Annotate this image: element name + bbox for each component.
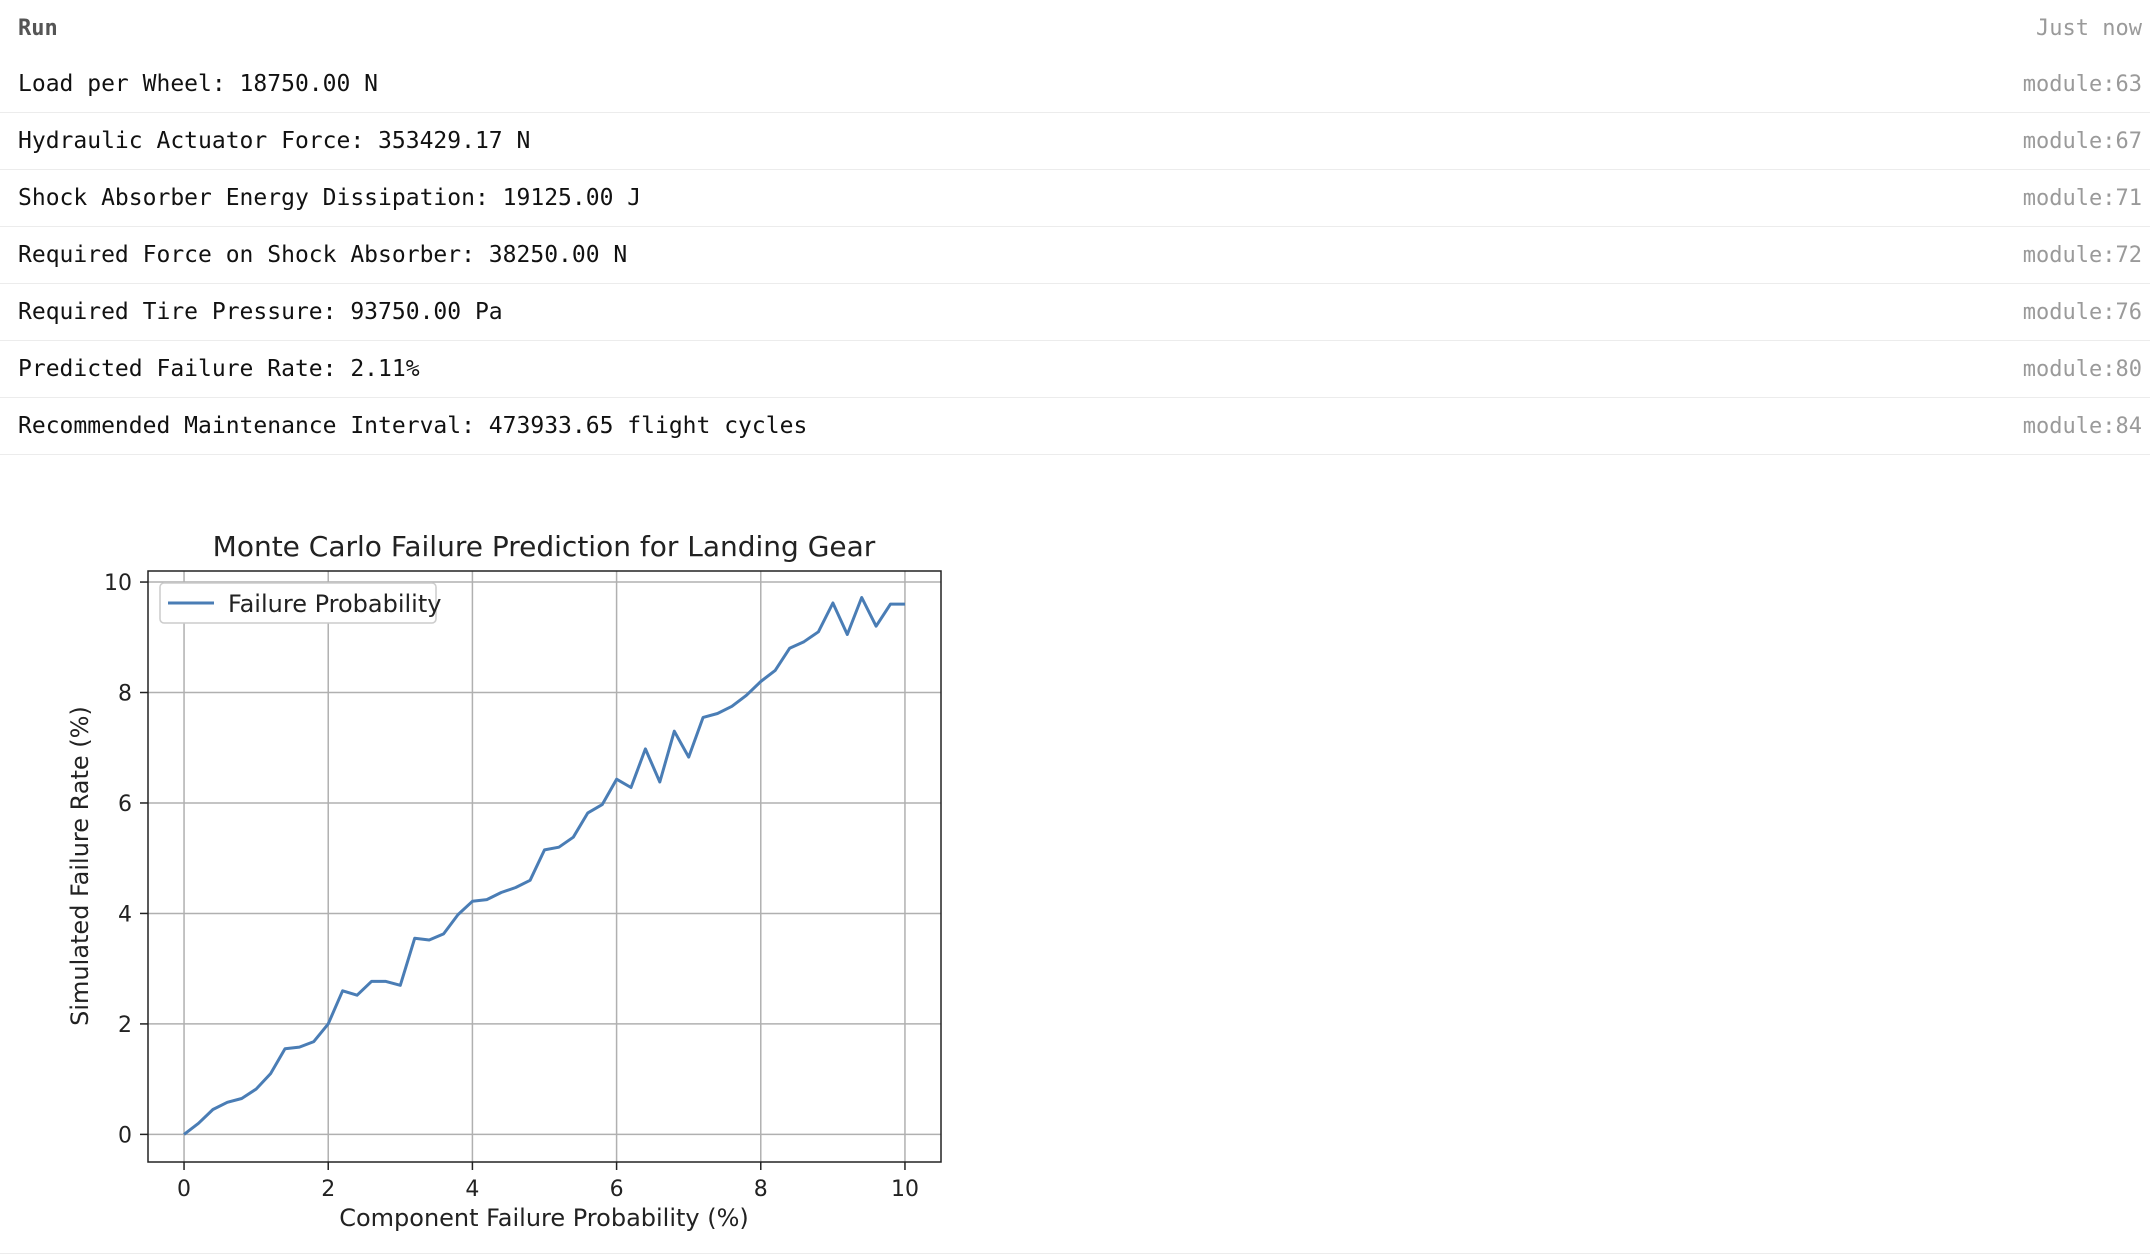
log-message: Required Tire Pressure: 93750.00 Pa [18,299,503,325]
log-source-link[interactable]: module:80 [2022,356,2142,382]
run-title: Run [18,15,58,41]
log-source-link[interactable]: module:76 [2022,299,2142,325]
log-line: Required Tire Pressure: 93750.00 Pa modu… [0,284,2150,341]
output-log: Load per Wheel: 18750.00 N module:63 Hyd… [0,56,2150,455]
run-timestamp: Just now [2036,15,2142,41]
bottom-divider [0,1253,2150,1254]
y-tick-label: 6 [118,792,132,817]
legend-box [159,582,437,624]
y-tick-label: 8 [118,682,132,707]
log-line: Shock Absorber Energy Dissipation: 19125… [0,170,2150,227]
log-source-link[interactable]: module:84 [2022,413,2142,439]
plot-frame [148,571,941,1162]
y-tick-label: 4 [118,902,132,927]
log-source-link[interactable]: module:72 [2022,242,2142,268]
y-tick-label: 2 [118,1013,132,1038]
plot-output: Monte Carlo Failure Prediction for Landi… [0,470,2150,1256]
legend-label: Failure Probability [228,590,441,618]
y-tick-label: 0 [118,1123,132,1148]
y-axis-label: Simulated Failure Rate (%) [66,706,94,1026]
x-tick-label: 6 [610,1177,624,1202]
series-line-failure-probability [183,596,905,1136]
log-line: Hydraulic Actuator Force: 353429.17 N mo… [0,113,2150,170]
x-tick-label: 2 [321,1177,335,1202]
x-axis-label: Component Failure Probability (%) [339,1204,749,1232]
y-tick-label: 10 [104,571,132,596]
x-tick-label: 0 [177,1177,191,1202]
log-message: Required Force on Shock Absorber: 38250.… [18,242,628,268]
log-source-link[interactable]: module:71 [2022,185,2142,211]
log-message: Shock Absorber Energy Dissipation: 19125… [18,185,642,211]
x-tick-label: 8 [754,1177,768,1202]
log-message: Load per Wheel: 18750.00 N [18,71,379,97]
log-source-link[interactable]: module:63 [2022,71,2142,97]
log-message: Hydraulic Actuator Force: 353429.17 N [18,128,531,154]
x-tick-label: 10 [891,1177,919,1202]
grid-lines-y [148,581,941,1136]
log-line: Load per Wheel: 18750.00 N module:63 [0,56,2150,113]
y-tick-labels: 0 2 4 6 8 10 [104,571,148,1148]
run-header: Run Just now [0,0,2150,56]
log-source-link[interactable]: module:67 [2022,128,2142,154]
log-line: Recommended Maintenance Interval: 473933… [0,398,2150,455]
line-chart: Monte Carlo Failure Prediction for Landi… [66,530,942,1232]
legend: Failure Probability [159,582,441,624]
grid-lines-x [183,571,906,1162]
log-message: Predicted Failure Rate: 2.11% [18,356,420,382]
log-message: Recommended Maintenance Interval: 473933… [18,413,808,439]
plot-border [147,570,942,1163]
log-line: Predicted Failure Rate: 2.11% module:80 [0,341,2150,398]
log-line: Required Force on Shock Absorber: 38250.… [0,227,2150,284]
x-tick-labels: 0 2 4 6 8 10 [177,1162,919,1202]
x-tick-label: 4 [465,1177,479,1202]
chart-title: Monte Carlo Failure Prediction for Landi… [213,530,876,563]
